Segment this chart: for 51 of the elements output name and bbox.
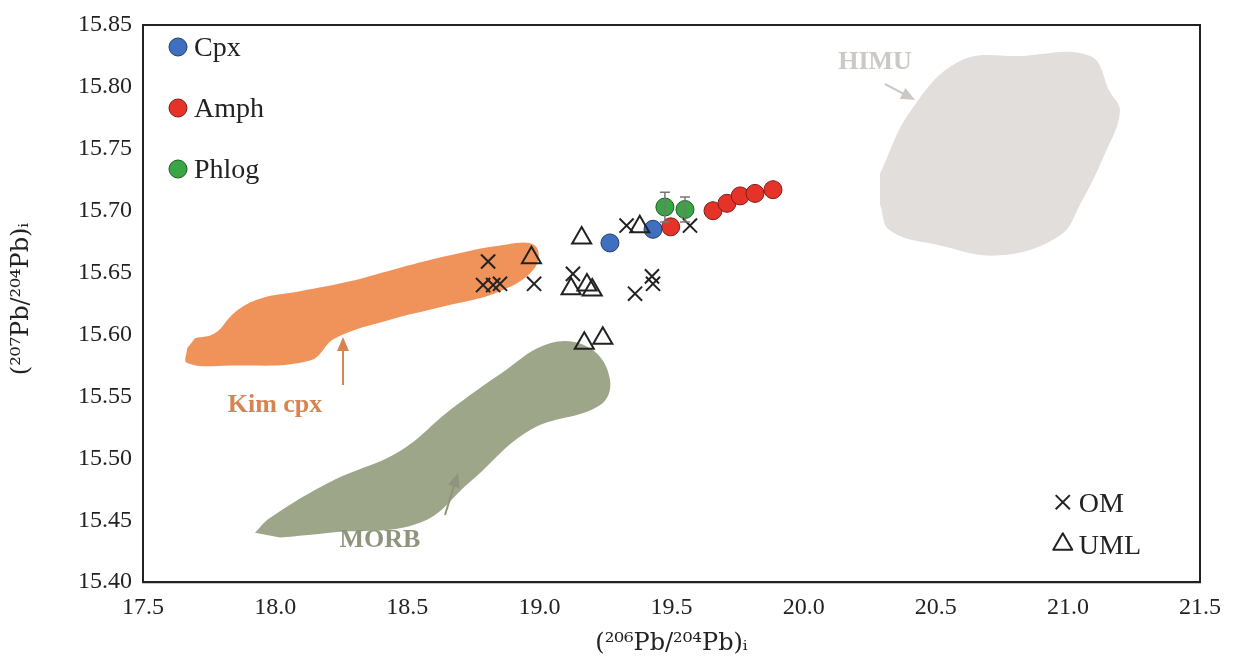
point [576, 273, 598, 292]
series-label: Kim cpx [227, 388, 323, 418]
x-tick-label: 19.0 [518, 592, 561, 619]
y-axis-title: (²⁰⁷Pb/²⁰⁴Pb)ᵢ [6, 221, 34, 378]
point [526, 275, 543, 292]
legend-label: Cpx [194, 31, 241, 63]
point [573, 331, 595, 350]
legend-label: Phlog [194, 153, 260, 185]
point [485, 276, 502, 294]
point [491, 275, 509, 292]
point [581, 277, 603, 297]
point [560, 276, 582, 296]
y-tick-label: 15.85 [78, 10, 132, 37]
point [480, 253, 497, 270]
point [600, 233, 620, 253]
x-tick-label: 21.0 [1046, 592, 1089, 619]
point [626, 285, 644, 302]
point [643, 268, 661, 285]
x-tick-label: 21.5 [1179, 592, 1221, 619]
point [703, 201, 723, 221]
x-tick-label: 20.0 [782, 592, 825, 619]
y-tick-label: 15.65 [78, 257, 132, 284]
point [618, 217, 635, 234]
point [564, 265, 582, 282]
point [717, 193, 737, 213]
legend-label: UML [1078, 528, 1142, 560]
series-label: MORB [339, 523, 421, 553]
point [745, 183, 765, 203]
y-tick-label: 15.50 [78, 443, 132, 470]
y-tick-label: 15.60 [78, 319, 132, 346]
x-tick-label: 17.5 [122, 592, 164, 619]
y-tick-label: 15.55 [78, 381, 132, 408]
x-tick-label: 20.5 [914, 592, 957, 619]
point [644, 275, 662, 292]
point [592, 326, 614, 345]
series-label: HIMU [838, 45, 913, 75]
point [475, 276, 492, 294]
y-tick-label: 15.70 [78, 196, 132, 223]
legend-label: Amph [194, 92, 264, 124]
point [681, 217, 699, 234]
point [661, 217, 681, 237]
y-tick-label: 15.80 [78, 72, 132, 99]
point [763, 180, 783, 200]
x-tick-label: 18.0 [254, 592, 297, 619]
y-tick-label: 15.45 [78, 505, 132, 532]
y-tick-label: 15.75 [78, 134, 132, 161]
x-axis-title: (²⁰⁶Pb/²⁰⁴Pb)ᵢ [594, 628, 749, 656]
x-tick-label: 18.5 [386, 592, 429, 619]
legend-label: OM [1078, 486, 1124, 518]
y-tick-label: 15.40 [78, 567, 132, 594]
x-tick-label: 19.5 [650, 592, 693, 619]
